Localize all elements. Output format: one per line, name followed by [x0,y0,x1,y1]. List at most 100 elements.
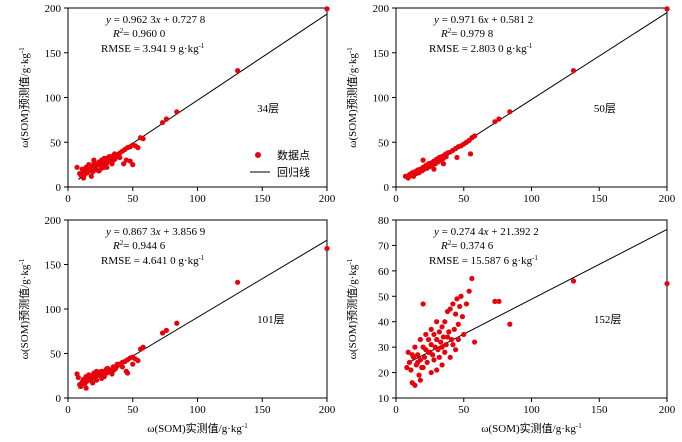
data-point [409,352,415,358]
regression-equation: y = 0.867 3x + 3.856 9 [105,226,206,238]
data-point [420,364,426,371]
data-point [457,303,463,310]
data-point [104,164,110,170]
data-point [439,362,445,368]
x-tick-label: 100 [189,404,206,416]
y-tick-label: 30 [378,342,390,354]
regression-equation: y = 0.274 4x + 21.392 2 [433,226,539,238]
data-point [442,349,448,355]
data-point [443,342,449,348]
data-point [431,166,437,172]
data-point [163,327,170,333]
data-point [434,367,440,373]
data-point [75,374,81,381]
y-tick-label: 150 [45,48,62,60]
data-point [78,383,84,390]
data-point [434,336,440,343]
x-tick-label: 200 [659,404,676,416]
data-point [447,354,453,360]
data-point [88,373,94,379]
y-tick-label: 80 [378,215,390,227]
y-tick-label: 200 [45,215,62,227]
data-point [459,314,465,320]
data-point [471,133,478,139]
rmse: RMSE = 3.941 9 g·kg-1 [101,42,205,55]
data-point [93,162,100,169]
y-tick-label: 20 [378,368,390,380]
data-point [507,321,513,327]
data-point [455,336,461,343]
data-point [450,301,456,307]
data-point [467,151,474,157]
data-point [114,361,120,367]
x-tick-label: 100 [523,193,540,205]
y-tick-label: 150 [373,48,390,60]
data-point [324,6,330,12]
data-point [440,161,447,167]
data-point [442,319,448,325]
data-point [84,170,91,176]
data-point [423,331,429,338]
x-tick-label: 200 [659,193,676,205]
data-point [425,349,432,355]
data-point [235,279,241,285]
data-point [453,311,459,317]
data-point [412,344,418,350]
data-point [324,245,330,252]
x-tick-label: 100 [523,404,540,416]
data-point [90,380,96,386]
data-point [83,385,89,391]
x-tick-label: 50 [458,404,470,416]
r-squared: R2= 0.960 0 [112,27,166,40]
legend-label-line: 回归线 [277,165,310,179]
r-squared: R2= 0.374 6 [440,239,494,252]
y-tick-label: 200 [373,3,390,15]
data-point [428,369,434,376]
data-point [425,336,432,343]
y-tick-label: 50 [50,349,62,361]
data-point [428,342,434,348]
data-point [99,375,105,382]
x-tick-label: 0 [393,404,399,416]
layer-label: 101层 [257,313,285,326]
data-point [451,326,457,332]
data-point [461,331,467,338]
data-point [466,288,472,294]
y-tick-label: 50 [50,137,62,149]
data-point [123,157,129,163]
data-point [454,296,460,302]
data-point [121,161,127,167]
data-point [159,330,166,336]
x-tick-label: 50 [127,193,139,205]
data-point [417,336,423,343]
x-tick-label: 0 [65,193,71,205]
x-tick-label: 150 [591,404,608,416]
y-tick-label: 70 [378,240,390,252]
data-point [130,361,136,367]
y-tick-label: 60 [378,266,390,278]
data-point [159,119,166,126]
y-tick-label: 100 [45,93,62,105]
data-point [496,298,502,304]
data-point [88,173,94,179]
data-point [447,306,453,312]
data-point [415,359,421,365]
data-point [458,293,464,299]
data-point [570,278,577,284]
data-point [570,68,577,74]
data-point [471,339,478,345]
data-point [431,331,437,338]
data-point [448,336,455,343]
data-point [174,109,180,115]
data-point [408,367,414,373]
data-point [93,377,100,383]
y-tick-label: 200 [45,3,62,15]
data-point [109,369,115,375]
x-tick-label: 150 [254,193,271,205]
data-point [80,175,87,181]
data-point [163,116,170,122]
data-point [74,164,80,170]
data-point [93,368,100,374]
y-tick-label: 100 [373,93,390,105]
